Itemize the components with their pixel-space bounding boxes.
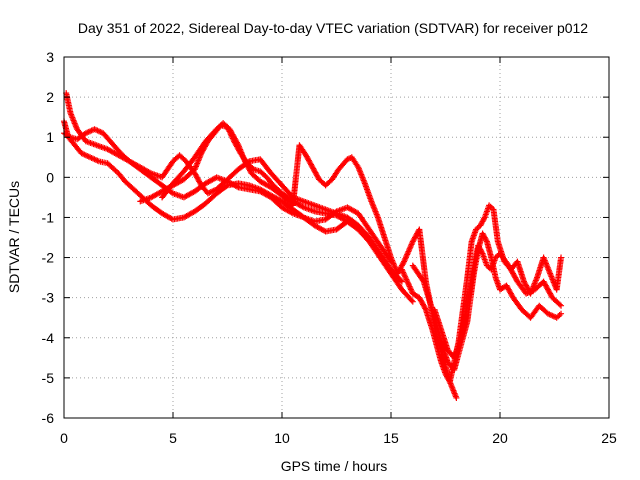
y-tick-label: -2: [42, 250, 55, 266]
data-point: [558, 302, 565, 309]
y-tick-label: 0: [46, 169, 54, 185]
data-point: [453, 394, 460, 401]
y-tick-label: -4: [42, 330, 55, 346]
data-point-fill: [400, 259, 407, 266]
data-point-fill: [397, 277, 404, 284]
plot-frame: [63, 56, 610, 419]
y-tick-label: 3: [46, 49, 54, 65]
y-tick-label: 2: [46, 89, 54, 105]
data-point-fill: [419, 277, 426, 284]
x-axis-label: GPS time / hours: [281, 458, 388, 474]
x-tick-label: 10: [274, 430, 290, 446]
y-tick-label: -1: [42, 209, 55, 225]
data-point-fill: [223, 183, 230, 190]
data-point-fill: [146, 169, 153, 176]
data-point-fill: [478, 249, 485, 256]
data-point-fill: [234, 140, 241, 147]
data-point-fill: [556, 301, 563, 308]
data-point: [558, 254, 565, 261]
y-tick-label: 1: [46, 129, 54, 145]
data-point-fill: [422, 305, 429, 312]
axis-ticks: 0 5 10 15 20 25 -6 -5 -4 -3 -2 -1 0 1 2 3: [42, 49, 617, 446]
x-tick-label: 25: [601, 430, 617, 446]
data-point-fill: [288, 209, 295, 216]
data-point: [409, 298, 416, 305]
x-tick-label: 5: [169, 430, 177, 446]
data-point-fill: [483, 237, 490, 244]
series-track-h: [431, 242, 565, 361]
data-point-fill: [408, 297, 415, 304]
chart-title: Day 351 of 2022, Sidereal Day-to-day VTE…: [78, 20, 588, 36]
y-tick-label: -3: [42, 290, 55, 306]
y-axis-label: SDTVAR / TECUs: [6, 181, 22, 293]
series-track-f: [398, 202, 565, 385]
data-point: [398, 278, 405, 285]
data-point-fill: [66, 133, 73, 140]
x-tick-label: 15: [383, 430, 399, 446]
data-point: [558, 310, 565, 317]
y-tick-label: -6: [42, 410, 55, 426]
data-point-fill: [234, 183, 241, 190]
y-tick-label: -5: [42, 370, 55, 386]
x-tick-label: 20: [492, 430, 508, 446]
data-point-fill: [481, 215, 488, 222]
x-tick-label: 0: [60, 430, 68, 446]
data-point-fill: [299, 203, 306, 210]
